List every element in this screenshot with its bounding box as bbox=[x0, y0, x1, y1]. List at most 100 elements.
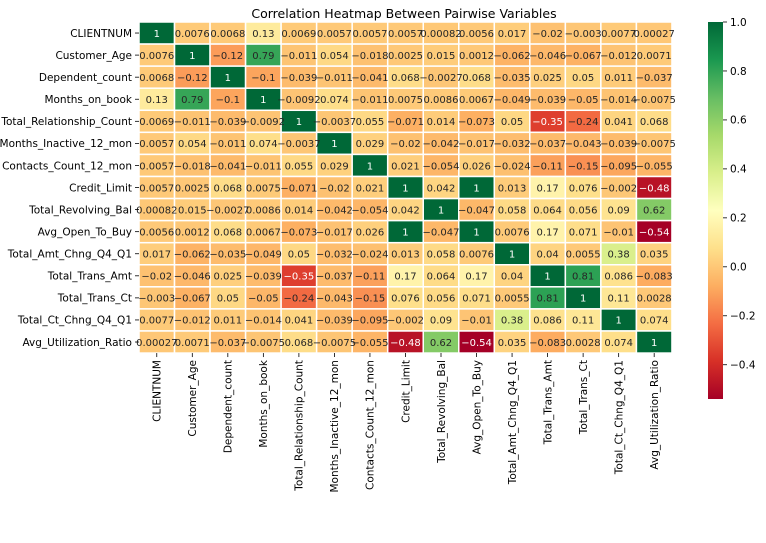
cell-value-label: −0.014 bbox=[600, 95, 637, 106]
cell-value-label: 0.17 bbox=[536, 183, 558, 194]
cell-value-label: −0.24 bbox=[284, 294, 315, 305]
y-tick-label: Avg_Open_To_Buy bbox=[38, 226, 132, 238]
cell-value-label: 0.058 bbox=[498, 205, 527, 216]
cell-value-label: −0.011 bbox=[209, 139, 246, 150]
colorbar: 1.0 0.8 0.6 0.4 0.2 0.0 −0.2 −0.4 bbox=[708, 17, 756, 399]
x-tick-label: Total_Trans_Ct bbox=[578, 360, 590, 435]
cell-value-label: −0.041 bbox=[351, 73, 388, 84]
cell-value-label: −0.011 bbox=[245, 161, 282, 172]
cell-value-label: −0.0037 bbox=[313, 117, 356, 128]
cell-value-label: −0.35 bbox=[532, 117, 563, 128]
cell-value-label: 0.04 bbox=[536, 250, 558, 261]
cell-value-label: 0.0012 bbox=[459, 51, 494, 62]
cell-value-label: 0.0071 bbox=[637, 51, 672, 62]
cell-value-label: −0.011 bbox=[280, 51, 317, 62]
cell-value-label: −0.012 bbox=[600, 51, 637, 62]
cell-value-label: −0.054 bbox=[422, 161, 459, 172]
y-tick-label: Dependent_count bbox=[39, 72, 132, 84]
x-tick-label: Months_Inactive_12_mon bbox=[329, 360, 341, 492]
cell-value-label: −0.018 bbox=[174, 161, 211, 172]
cell-value-label: 0.068 bbox=[462, 73, 491, 84]
cell-value-label: −0.039 bbox=[600, 139, 637, 150]
cell-value-label: −0.055 bbox=[351, 338, 388, 349]
cell-value-label: 0.11 bbox=[572, 316, 594, 327]
y-tick-label: Total_Ct_Chng_Q4_Q1 bbox=[17, 315, 132, 327]
cell-value-label: 0.014 bbox=[427, 117, 456, 128]
cell-value-label: 0.074 bbox=[249, 139, 278, 150]
cell-value-label: 0.0057 bbox=[352, 29, 387, 40]
x-tick-label: Avg_Open_To_Buy bbox=[471, 360, 483, 454]
cell-value-label: 1 bbox=[438, 205, 444, 216]
cell-value-label: 0.09 bbox=[608, 205, 630, 216]
cell-value-label: −0.067 bbox=[174, 294, 211, 305]
cell-value-label: 0.0055 bbox=[566, 250, 601, 261]
colorbar-tick-label: −0.2 bbox=[730, 311, 756, 323]
x-tick-label: Total_Revolving_Bal bbox=[436, 360, 448, 464]
cell-value-label: 0.011 bbox=[214, 316, 243, 327]
x-tick-label: Total_Ct_Chng_Q4_Q1 bbox=[613, 360, 625, 475]
cell-value-label: 0.068 bbox=[391, 73, 420, 84]
cell-value-label: 0.029 bbox=[356, 139, 385, 150]
cell-value-label: −0.037 bbox=[316, 272, 353, 283]
y-tick-label: Total_Revolving_Bal bbox=[28, 204, 132, 216]
cell-value-label: 0.017 bbox=[498, 29, 527, 40]
x-tick-label: Total_Trans_Amt bbox=[542, 360, 554, 445]
cell-value-label: −0.037 bbox=[636, 73, 673, 84]
cell-value-label: −0.12 bbox=[177, 73, 208, 84]
cell-value-label: −0.024 bbox=[494, 161, 531, 172]
cell-value-label: 0.054 bbox=[178, 139, 207, 150]
cell-value-label: 0.074 bbox=[604, 338, 633, 349]
cell-value-label: 0.0057 bbox=[388, 29, 423, 40]
chart-title: Correlation Heatmap Between Pairwise Var… bbox=[251, 6, 556, 21]
cell-value-label: 0.0071 bbox=[175, 338, 210, 349]
cell-value-label: 0.0075 bbox=[246, 183, 281, 194]
y-tick-label: Total_Trans_Ct bbox=[57, 293, 132, 305]
cell-value-label: −0.0075 bbox=[242, 338, 285, 349]
cell-value-label: 0.0028 bbox=[637, 294, 672, 305]
colorbar-tick-label: 0.6 bbox=[730, 115, 747, 127]
cell-value-label: 1 bbox=[580, 294, 586, 305]
cell-value-label: −0.067 bbox=[565, 51, 602, 62]
cell-value-label: −0.54 bbox=[461, 338, 492, 349]
colorbar-tick-label: 1.0 bbox=[730, 17, 747, 29]
cell-value-label: −0.05 bbox=[568, 95, 599, 106]
cell-value-label: 1 bbox=[331, 139, 337, 150]
cell-value-label: 0.0057 bbox=[317, 29, 352, 40]
cell-value-label: 0.064 bbox=[533, 205, 562, 216]
cell-value-label: −0.047 bbox=[422, 227, 459, 238]
cell-value-label: −0.011 bbox=[351, 95, 388, 106]
cell-value-label: −0.01 bbox=[461, 316, 492, 327]
cell-value-label: −0.042 bbox=[316, 205, 353, 216]
cell-value-label: 0.064 bbox=[427, 272, 456, 283]
cell-value-label: −0.054 bbox=[351, 205, 388, 216]
cell-value-label: 0.0069 bbox=[281, 29, 316, 40]
cell-value-label: −0.018 bbox=[351, 51, 388, 62]
y-tick-label: Contacts_Count_12_mon bbox=[2, 160, 132, 172]
y-tick-label: CLIENTNUM bbox=[70, 28, 132, 40]
cell-value-label: 0.013 bbox=[498, 183, 527, 194]
cell-value-label: 0.0056 bbox=[139, 227, 174, 238]
colorbar-tick-label: 0.8 bbox=[730, 66, 747, 78]
cell-value-label: 0.62 bbox=[643, 205, 665, 216]
cell-value-label: 0.79 bbox=[181, 95, 203, 106]
cell-value-label: 0.071 bbox=[462, 294, 491, 305]
cell-value-label: 0.00082 bbox=[136, 205, 177, 216]
cell-value-label: 0.042 bbox=[391, 205, 420, 216]
cell-value-label: −0.02 bbox=[390, 139, 421, 150]
cell-value-label: −0.042 bbox=[422, 139, 459, 150]
cell-value-label: 0.79 bbox=[252, 51, 274, 62]
cell-value-label: 0.05 bbox=[288, 250, 310, 261]
cell-value-label: 0.015 bbox=[178, 205, 207, 216]
cell-value-label: −0.037 bbox=[529, 139, 566, 150]
heatmap-annotations: 1 0.0076 0.0068 0.13 0.0069 0.0057 0.0057 0.005… bbox=[136, 29, 676, 349]
y-tick-label: Credit_Limit bbox=[69, 182, 132, 194]
cell-value-label: 0.0076 bbox=[175, 29, 210, 40]
cell-value-label: 0.04 bbox=[501, 272, 523, 283]
cell-value-label: 1 bbox=[260, 95, 266, 106]
cell-value-label: −0.043 bbox=[316, 294, 353, 305]
cell-value-label: 0.055 bbox=[285, 161, 314, 172]
cell-value-label: 0.00082 bbox=[420, 29, 461, 40]
x-tick-label: CLIENTNUM bbox=[152, 360, 164, 422]
cell-value-label: −0.0092 bbox=[277, 95, 320, 106]
cell-value-label: −0.1 bbox=[251, 73, 275, 84]
